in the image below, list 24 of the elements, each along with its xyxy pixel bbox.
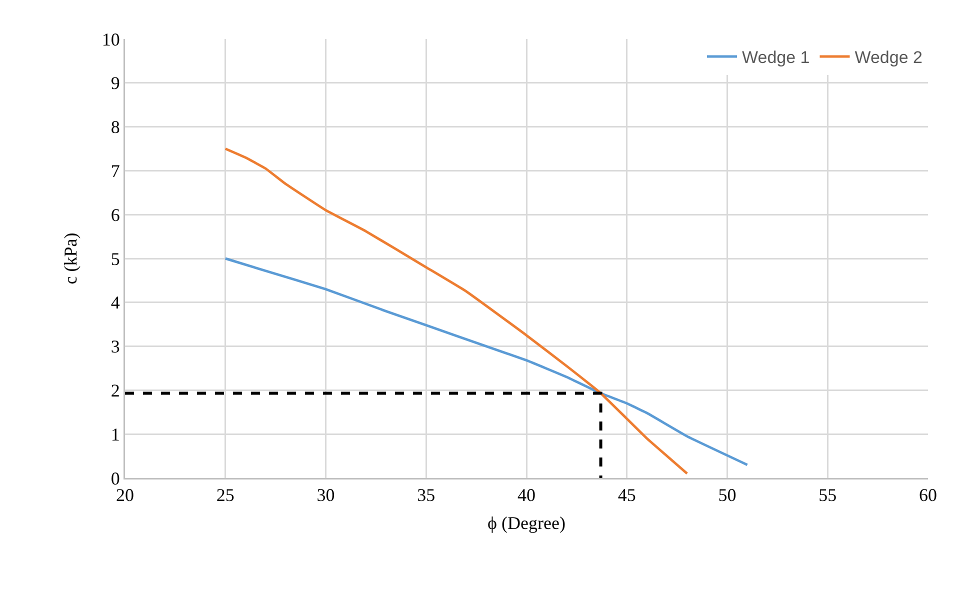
x-tick-label: 40 <box>518 485 536 506</box>
line-series <box>224 257 749 466</box>
x-tick-label: 50 <box>718 485 736 506</box>
x-tick-label: 30 <box>316 485 335 506</box>
y-tick-label: 10 <box>102 29 120 50</box>
y-tick-label: 8 <box>110 117 120 138</box>
x-axis-title: ϕ (Degree) <box>488 512 566 533</box>
y-tick-label: 2 <box>110 380 120 400</box>
x-tick-label: 60 <box>919 485 937 506</box>
line-series <box>224 148 688 475</box>
x-tick-label: 55 <box>818 485 837 506</box>
legend-label: Wedge 1 <box>742 48 810 68</box>
y-tick-label: 5 <box>110 248 120 269</box>
x-tick-label: 25 <box>216 485 234 506</box>
y-tick-label: 9 <box>110 73 120 94</box>
x-tick-label: 45 <box>618 485 636 506</box>
x-tick-label: 35 <box>417 485 436 506</box>
y-axis-title: c (kPa) <box>60 232 80 284</box>
y-tick-label: 1 <box>110 424 120 444</box>
y-tick-label: 7 <box>110 161 120 181</box>
y-tick-label: 4 <box>110 292 120 313</box>
y-tick-label: 3 <box>110 336 120 357</box>
legend-label: Wedge 2 <box>854 48 922 68</box>
y-tick-label: 6 <box>110 204 120 225</box>
